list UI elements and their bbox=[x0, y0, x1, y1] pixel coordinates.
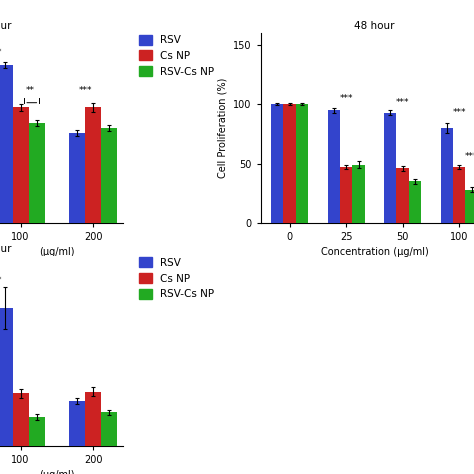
Bar bbox=[0, 65, 12, 223]
Legend: RSV, Cs NP, RSV-Cs NP: RSV, Cs NP, RSV-Cs NP bbox=[139, 257, 214, 300]
Bar bbox=[409, 182, 421, 223]
Bar bbox=[283, 104, 296, 223]
Text: ***: *** bbox=[0, 48, 2, 57]
Text: ***: *** bbox=[0, 275, 2, 284]
Bar bbox=[0, 308, 12, 446]
Bar bbox=[353, 165, 365, 223]
Text: ***: *** bbox=[79, 86, 93, 95]
Title: 48 hour: 48 hour bbox=[354, 21, 395, 31]
Y-axis label: Cell Proliferation (%): Cell Proliferation (%) bbox=[218, 78, 228, 178]
Bar bbox=[85, 392, 101, 446]
X-axis label: Concentration (μg/ml): Concentration (μg/ml) bbox=[320, 247, 428, 257]
Bar bbox=[12, 393, 28, 446]
Bar bbox=[453, 167, 465, 223]
Text: ***: *** bbox=[339, 94, 353, 103]
Bar bbox=[396, 168, 409, 223]
X-axis label: (μg/ml): (μg/ml) bbox=[39, 247, 74, 257]
Bar bbox=[384, 113, 396, 223]
Legend: RSV, Cs NP, RSV-Cs NP: RSV, Cs NP, RSV-Cs NP bbox=[139, 35, 214, 77]
Bar bbox=[28, 123, 45, 223]
Text: 72 hour: 72 hour bbox=[0, 244, 11, 254]
Bar bbox=[296, 104, 309, 223]
Bar bbox=[465, 190, 474, 223]
Bar bbox=[69, 133, 85, 223]
Text: ***: *** bbox=[453, 108, 466, 117]
Bar bbox=[101, 412, 117, 446]
Bar bbox=[28, 417, 45, 446]
X-axis label: (μg/ml): (μg/ml) bbox=[39, 470, 74, 474]
Bar bbox=[440, 128, 453, 223]
Bar bbox=[12, 108, 28, 223]
Text: 24 hour: 24 hour bbox=[0, 21, 11, 31]
Bar bbox=[271, 104, 283, 223]
Bar bbox=[328, 110, 340, 223]
Bar bbox=[101, 128, 117, 223]
Bar bbox=[69, 401, 85, 446]
Text: ***: *** bbox=[396, 99, 410, 108]
Bar bbox=[85, 108, 101, 223]
Text: **: ** bbox=[26, 86, 35, 95]
Bar bbox=[340, 167, 353, 223]
Text: ***: *** bbox=[465, 152, 474, 161]
